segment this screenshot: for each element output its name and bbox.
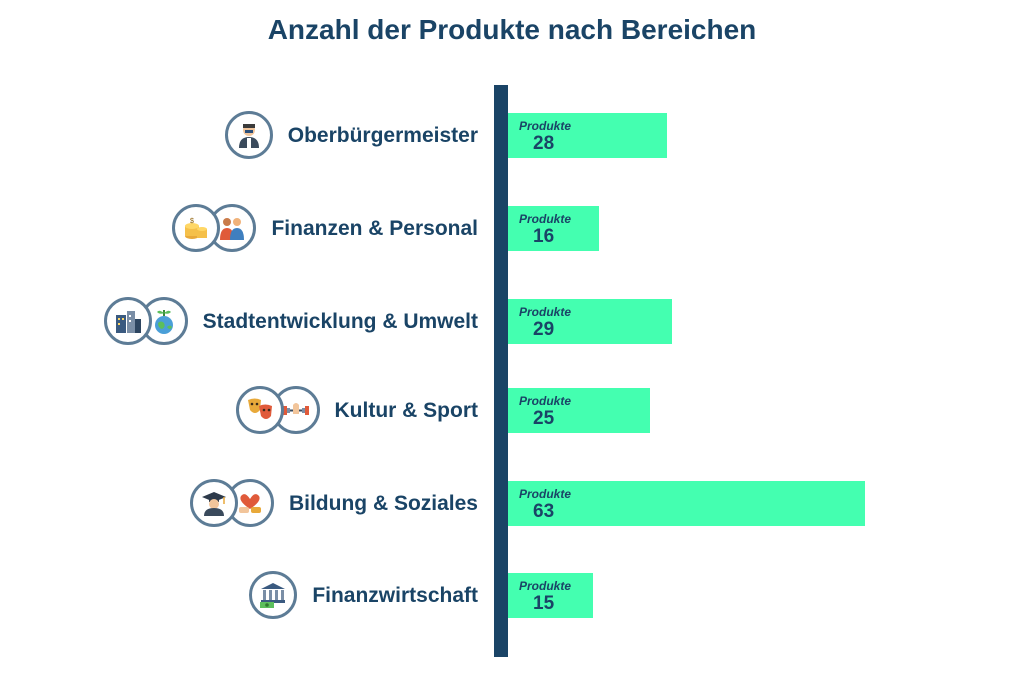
bank-money-icon: [249, 571, 298, 619]
bar-unit-label: Produkte: [519, 394, 572, 408]
coins-money-icon: $: [172, 204, 221, 252]
category-label: Kultur & Sport: [334, 399, 478, 422]
bar-value-label: 63: [533, 501, 555, 522]
category-icon-group: [224, 111, 274, 159]
bar: Produkte 15: [508, 573, 593, 618]
chart-title: Anzahl der Produkte nach Bereichen: [267, 14, 757, 45]
bar-unit-label: Produkte: [519, 579, 572, 593]
bar-value-label: 28: [533, 133, 555, 154]
bar: Produkte 16: [508, 206, 599, 251]
bar-unit-label: Produkte: [519, 119, 572, 133]
category-icon-group: [249, 571, 298, 619]
bar-unit-label: Produkte: [519, 487, 572, 501]
bar-value-label: 15: [533, 593, 555, 614]
category-icon-group: [103, 297, 189, 345]
bar-unit-label: Produkte: [519, 212, 572, 226]
bar-value-label: 25: [533, 408, 555, 429]
category-label: Bildung & Soziales: [288, 492, 478, 515]
bar: Produkte 25: [508, 388, 650, 433]
city-buildings-icon: [103, 297, 152, 345]
category-axis-line: [494, 85, 508, 657]
graduate-student-icon: [189, 479, 238, 527]
svg-text:$: $: [191, 218, 195, 225]
category-label: Oberbürgermeister: [287, 124, 478, 147]
bar: Produkte 63: [508, 481, 865, 526]
bar-unit-label: Produkte: [519, 305, 572, 319]
category-icon-group: [189, 479, 275, 527]
bar-value-label: 16: [533, 226, 555, 247]
bar-value-label: 29: [533, 319, 555, 340]
theater-masks-icon: [235, 386, 284, 434]
category-label: Stadtentwicklung & Umwelt: [202, 310, 478, 333]
mayor-person-icon: [224, 111, 273, 159]
category-label: Finanzwirtschaft: [312, 584, 478, 607]
bar: Produkte 28: [508, 113, 667, 158]
category-icon-group: $: [172, 204, 257, 252]
bar: Produkte 29: [508, 299, 672, 344]
category-icon-group: [235, 386, 321, 434]
category-label: Finanzen & Personal: [271, 217, 478, 240]
